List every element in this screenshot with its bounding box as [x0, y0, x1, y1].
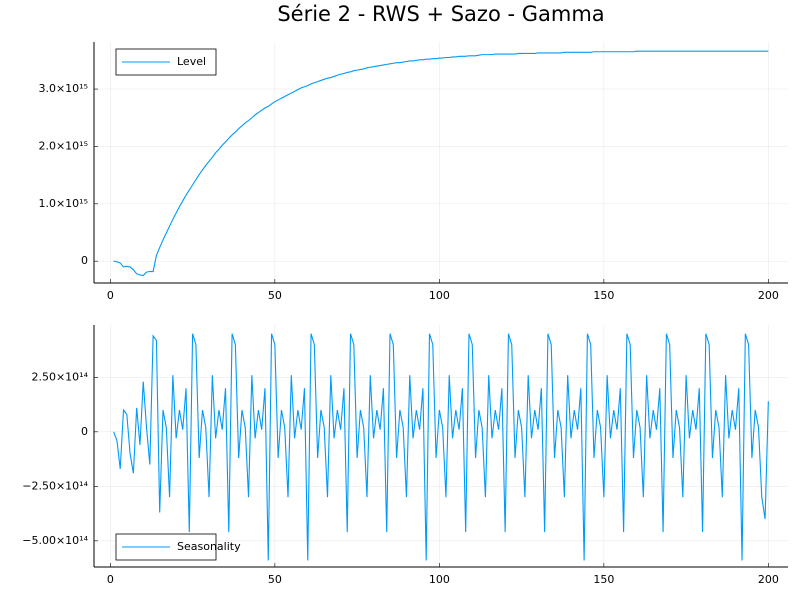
x-tick-label: 150	[593, 573, 614, 586]
x-tick-label: 100	[429, 573, 450, 586]
x-tick-label: 0	[107, 289, 114, 302]
x-tick-label: 50	[268, 573, 282, 586]
x-tick-label: 50	[268, 289, 282, 302]
x-tick-label: 200	[758, 289, 779, 302]
series-line	[113, 333, 769, 561]
x-tick-label: 100	[429, 289, 450, 302]
y-tick-label: −5.00×10¹⁴	[22, 534, 88, 547]
y-tick-label: 2.50×10¹⁴	[31, 370, 88, 383]
y-tick-label: −2.50×10¹⁴	[22, 479, 88, 492]
series-line	[113, 50, 769, 277]
legend-label: Level	[177, 55, 206, 68]
x-tick-label: 150	[593, 289, 614, 302]
y-tick-label: 3.0×10¹⁵	[38, 82, 88, 95]
y-tick-label: 0	[81, 254, 88, 267]
y-tick-label: 1.0×10¹⁵	[38, 197, 88, 210]
y-tick-label: 2.0×10¹⁵	[38, 139, 88, 152]
y-tick-label: 0	[81, 425, 88, 438]
legend-label: Seasonality	[177, 540, 241, 553]
x-tick-label: 0	[107, 573, 114, 586]
chart-title: Série 2 - RWS + Sazo - Gamma	[277, 2, 604, 26]
x-tick-label: 200	[758, 573, 779, 586]
